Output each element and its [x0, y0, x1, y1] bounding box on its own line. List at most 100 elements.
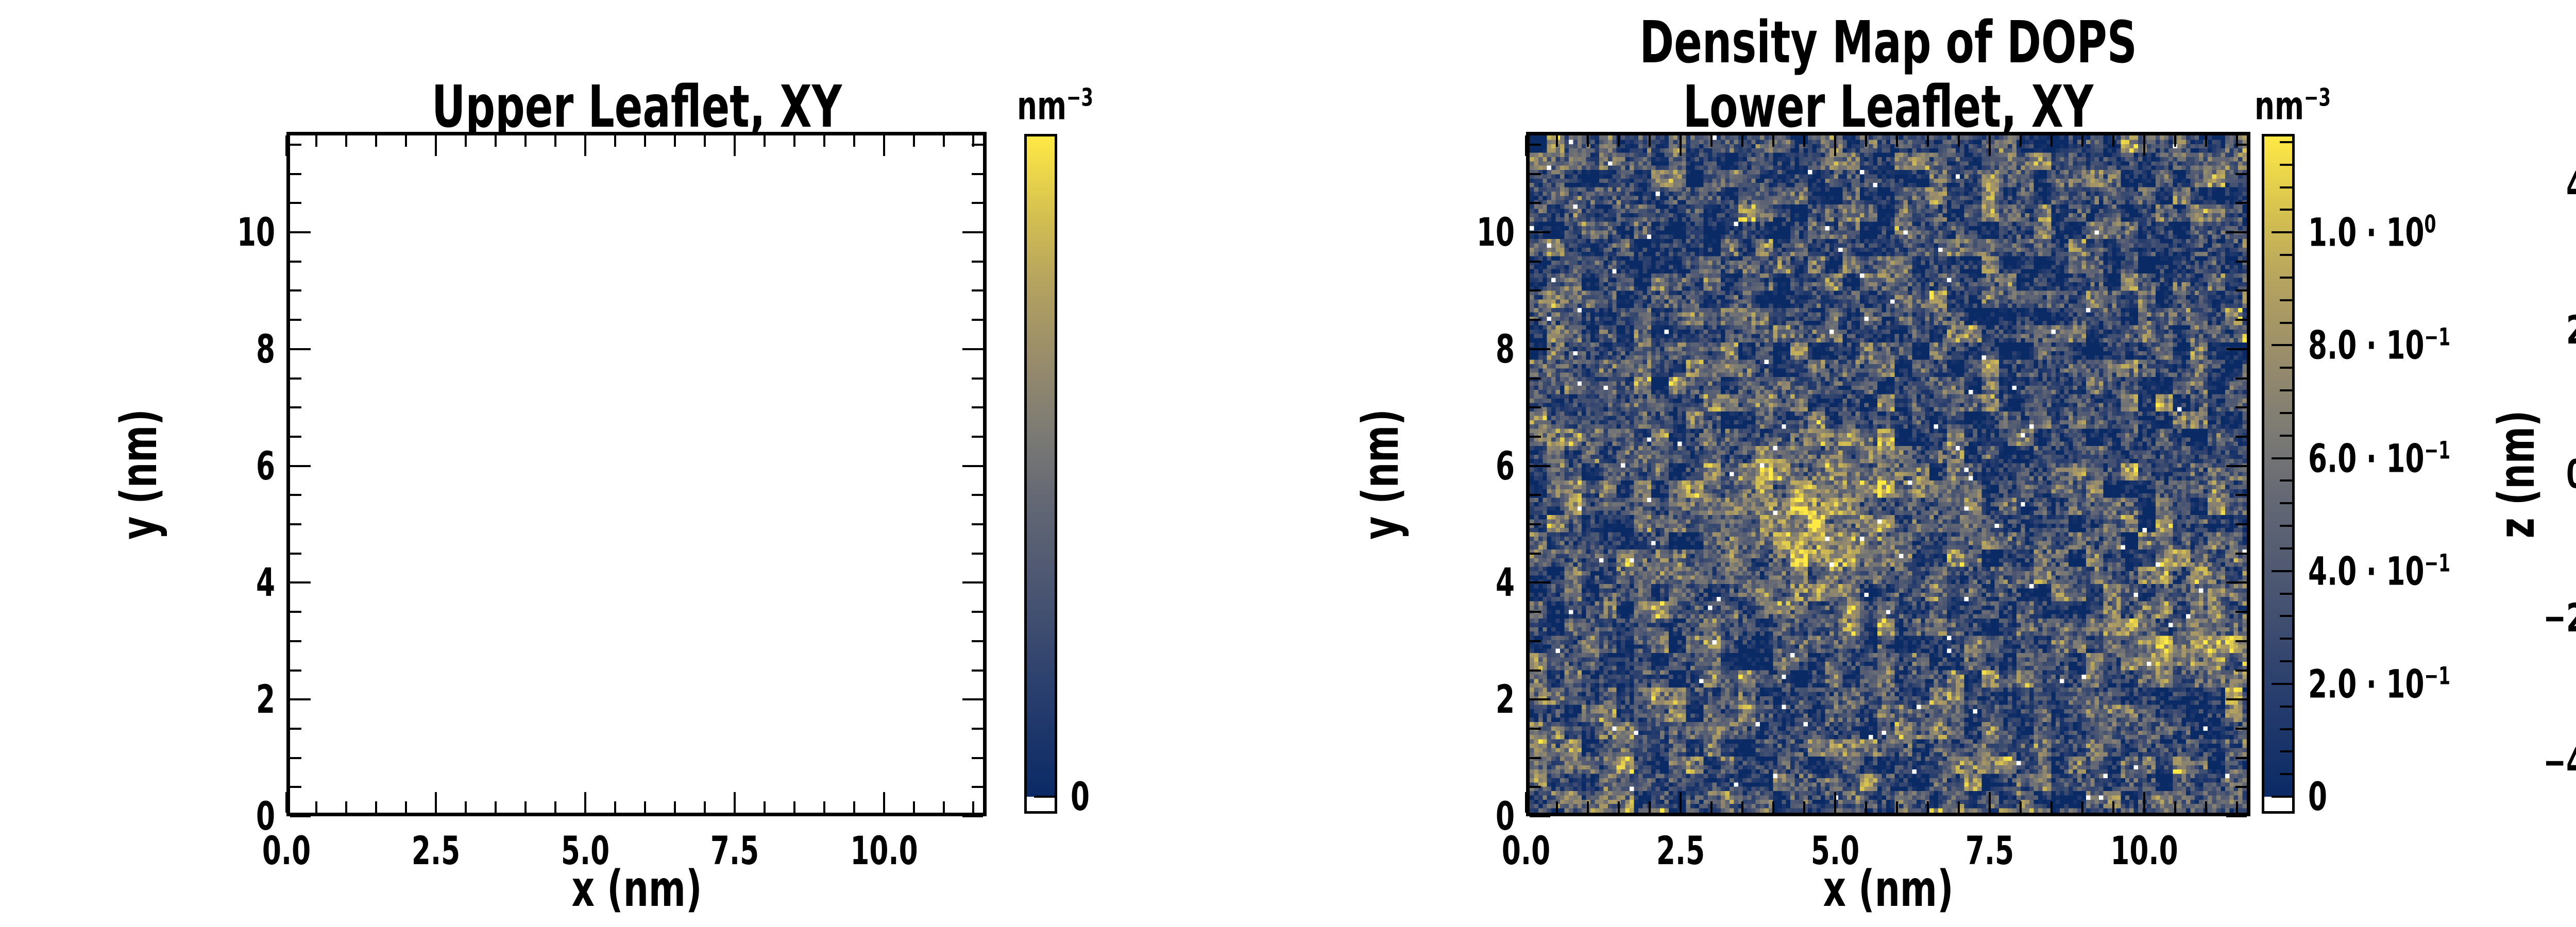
tick-mark	[1530, 231, 1550, 234]
tick-mark	[2235, 135, 2238, 147]
tick-mark	[972, 523, 983, 526]
tick-mark	[1741, 135, 1743, 147]
tick-mark	[1803, 801, 1805, 813]
heatmap-canvas-lower-leaflet	[1530, 135, 2247, 813]
tick-mark	[1530, 786, 1541, 788]
tick-mark	[972, 202, 983, 204]
tick-mark	[2280, 502, 2292, 505]
tick-mark	[643, 801, 646, 813]
colorbar-upper-leaflet	[1024, 134, 1057, 814]
tick-mark	[2272, 796, 2292, 798]
tick-mark	[2205, 801, 2207, 813]
tick-mark	[1530, 406, 1541, 409]
tick-mark	[494, 801, 497, 813]
tick-mark	[2112, 135, 2114, 147]
tick-mark	[2235, 727, 2247, 730]
tick-mark	[1679, 135, 1682, 156]
tick-mark	[2280, 660, 2292, 663]
tick-mark	[1530, 581, 1550, 584]
tick-mark	[1530, 348, 1550, 350]
tick-mark	[290, 611, 301, 613]
y-tick-label: 10	[236, 209, 275, 255]
tick-mark	[1530, 611, 1541, 613]
x-tick-label: 0.0	[262, 828, 311, 873]
y-tick-label: 2	[2441, 310, 2576, 350]
tick-mark	[290, 319, 301, 321]
tick-mark	[2235, 143, 2247, 146]
tick-mark	[972, 260, 983, 263]
tick-mark	[972, 289, 983, 292]
tick-mark	[2050, 801, 2053, 813]
y-tick-label: 4	[2441, 166, 2576, 205]
tick-mark	[315, 135, 317, 147]
tick-mark	[285, 135, 287, 156]
tick-mark	[2019, 135, 2022, 147]
tick-mark	[315, 801, 317, 813]
tick-mark	[972, 135, 975, 147]
tick-mark	[1530, 143, 1541, 146]
tick-mark	[584, 135, 586, 156]
tick-mark	[1834, 135, 1836, 156]
tick-mark	[2280, 547, 2292, 550]
tick-mark	[2235, 757, 2247, 759]
tick-mark	[2235, 173, 2247, 175]
tick-mark	[1957, 801, 1960, 813]
tick-mark	[2280, 186, 2292, 188]
tick-mark	[1926, 801, 1929, 813]
y-tick-label: 10	[1476, 209, 1515, 255]
tick-mark	[1834, 792, 1836, 813]
tick-mark	[2280, 367, 2292, 369]
tick-mark	[2235, 406, 2247, 409]
tick-mark	[2272, 457, 2292, 459]
x-tick-label: 7.5	[1965, 828, 2014, 873]
tick-mark	[853, 801, 855, 813]
tick-mark	[823, 801, 825, 813]
tick-mark	[2280, 479, 2292, 482]
x-tick-label: 7.5	[710, 828, 759, 873]
tick-mark	[290, 698, 311, 701]
tick-mark	[2226, 465, 2247, 467]
tick-mark	[1926, 135, 1929, 147]
tick-mark	[853, 135, 855, 147]
tick-mark	[290, 552, 301, 555]
tick-mark	[290, 143, 301, 146]
tick-mark	[1710, 801, 1713, 813]
tick-mark	[1772, 801, 1774, 813]
tick-mark	[703, 135, 706, 147]
colorbar-under-strip	[1027, 797, 1055, 811]
tick-mark	[614, 135, 616, 147]
tick-mark	[2226, 698, 2247, 701]
x-tick-label: 5.0	[1810, 828, 1859, 873]
tick-mark	[972, 494, 983, 496]
tick-mark	[554, 135, 556, 147]
tick-mark	[2235, 786, 2247, 788]
tick-mark	[1648, 801, 1651, 813]
tick-mark	[1525, 135, 1527, 156]
tick-mark	[290, 289, 301, 292]
tick-mark	[972, 640, 983, 642]
x-axis-label-lower-leaflet: x (nm)	[1823, 860, 1954, 918]
tick-mark	[2143, 135, 2145, 156]
tick-mark	[1034, 796, 1055, 798]
tick-mark	[2235, 319, 2247, 321]
tick-mark	[375, 801, 377, 813]
tick-mark	[290, 494, 301, 496]
tick-mark	[972, 377, 983, 380]
tick-mark	[290, 669, 301, 672]
colorbar-tick-label: 1.0 · 100	[2308, 209, 2436, 255]
tick-mark	[2226, 581, 2247, 584]
tick-mark	[972, 727, 983, 730]
tick-mark	[1988, 792, 1991, 813]
tick-mark	[2081, 801, 2083, 813]
tick-mark	[2280, 276, 2292, 279]
tick-mark	[1988, 135, 1991, 156]
tick-mark	[2143, 792, 2145, 813]
tick-mark	[2050, 135, 2053, 147]
tick-mark	[2235, 523, 2247, 526]
tick-mark	[972, 786, 983, 788]
tick-mark	[290, 173, 301, 175]
tick-mark	[1617, 135, 1620, 147]
colorbar-unit-label: nm−3	[2254, 82, 2331, 129]
y-tick-label: 0	[2441, 454, 2576, 494]
tick-mark	[290, 581, 311, 584]
